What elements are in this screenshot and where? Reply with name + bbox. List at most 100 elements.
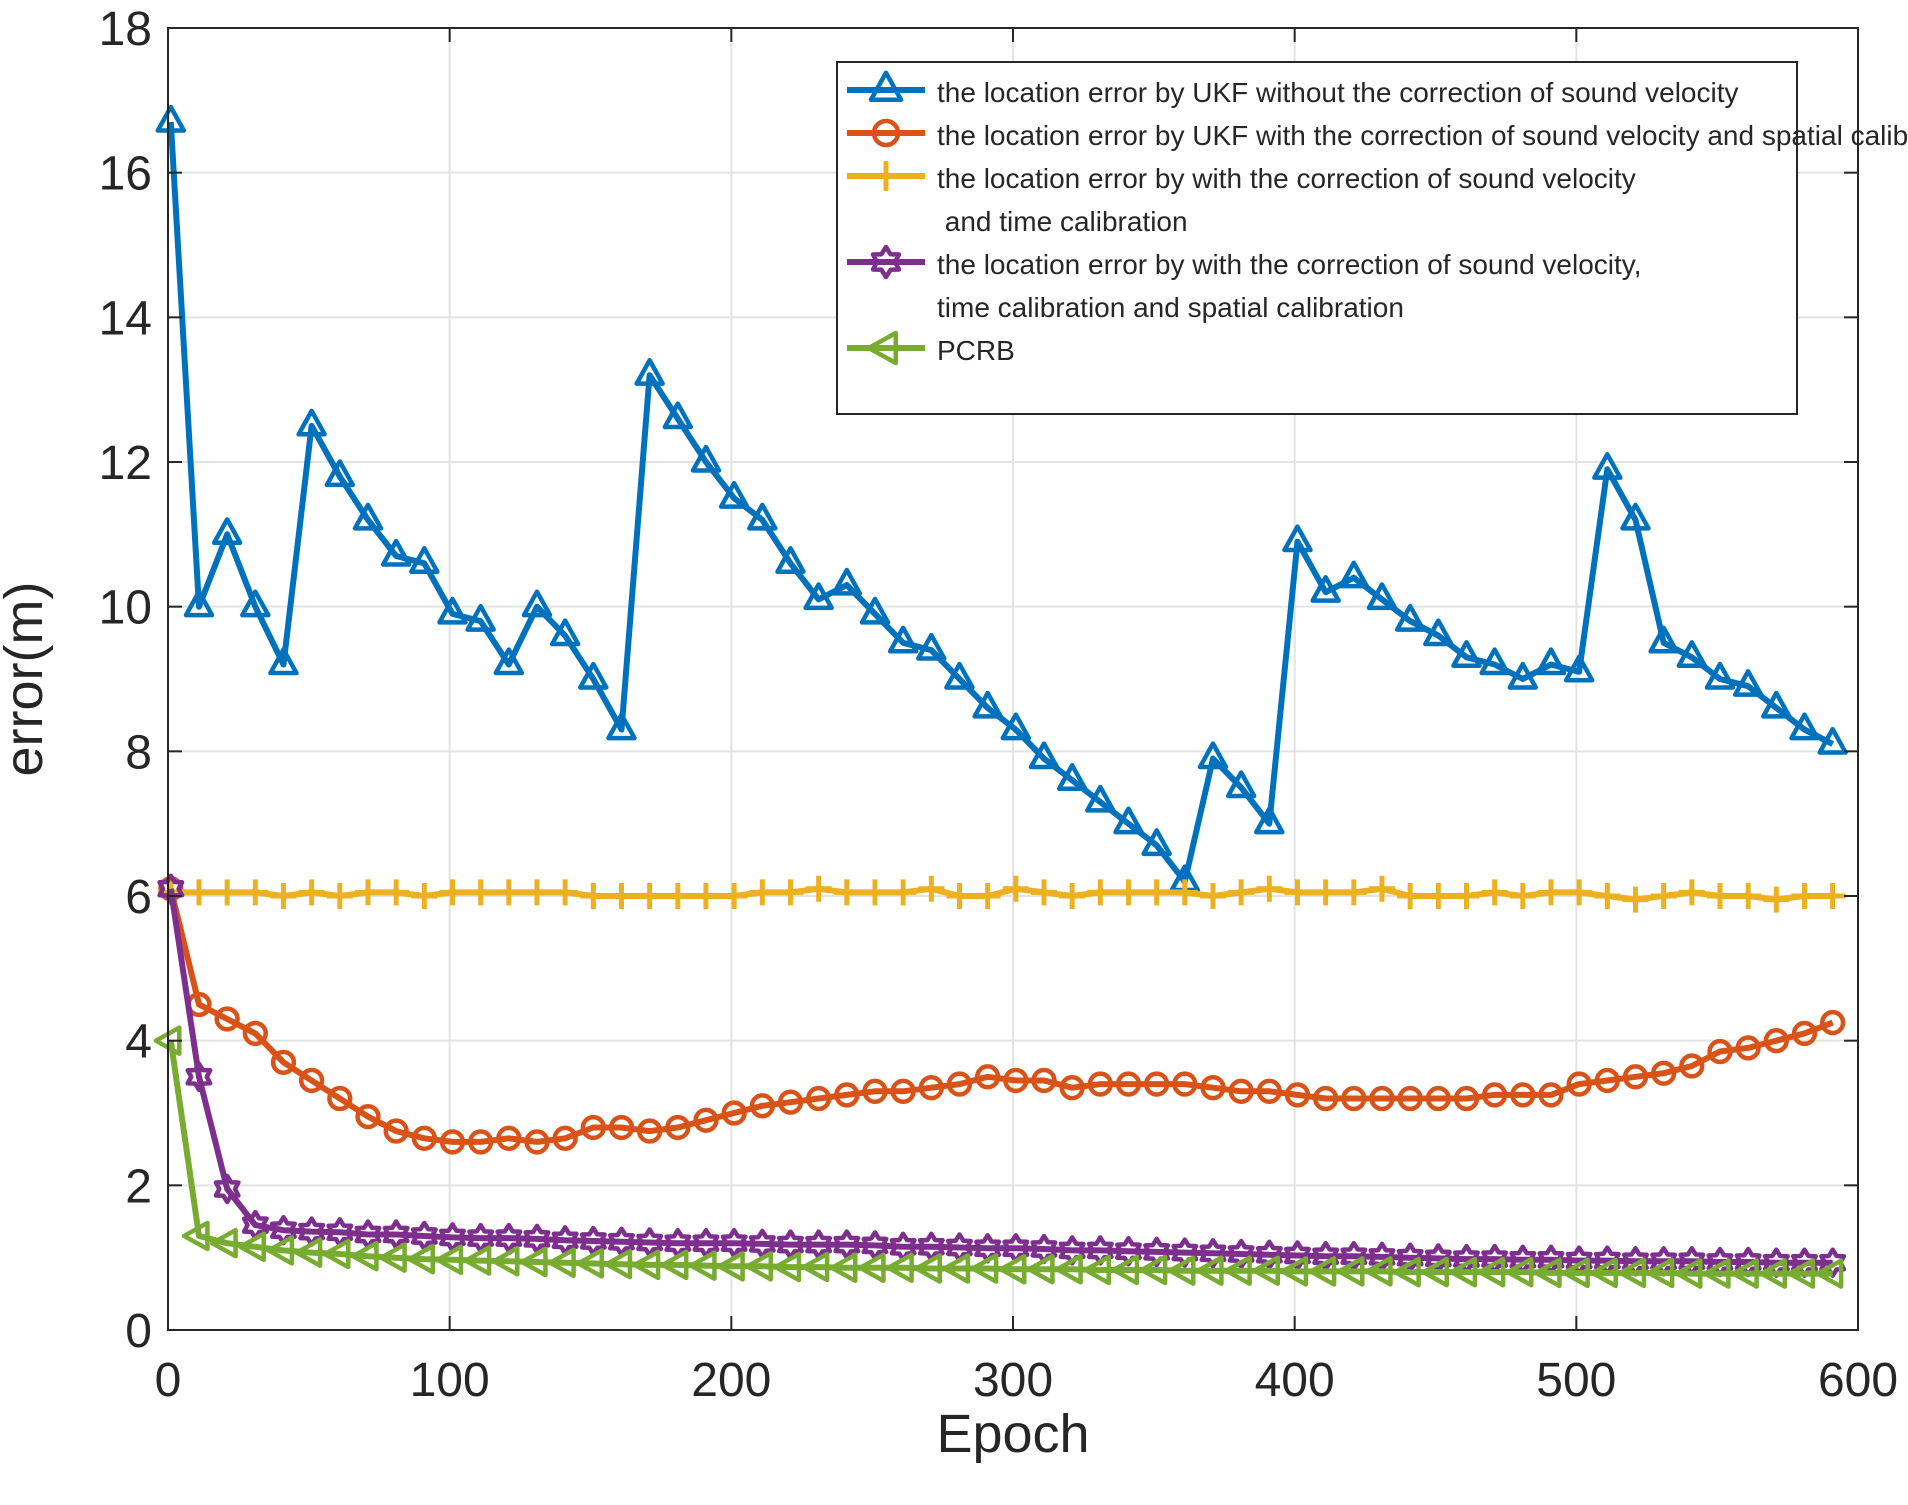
data-point bbox=[1622, 1064, 1649, 1090]
data-point bbox=[1648, 625, 1679, 654]
data-point bbox=[1535, 647, 1567, 676]
data-point bbox=[862, 1078, 888, 1104]
data-point bbox=[298, 879, 325, 906]
data-point bbox=[468, 1129, 494, 1155]
data-point bbox=[690, 444, 722, 473]
data-point bbox=[829, 1252, 858, 1284]
data-point bbox=[1172, 1071, 1198, 1097]
data-point bbox=[918, 1075, 944, 1101]
data-point bbox=[918, 875, 945, 902]
data-point bbox=[1195, 1255, 1224, 1286]
data-point bbox=[435, 1244, 464, 1276]
axis-ticks: 0 100 200 300 400 500 600 0 2 4 6 8 10 12 14 16 18 bbox=[99, 3, 1898, 1407]
data-point bbox=[1085, 784, 1116, 813]
data-point bbox=[1167, 1255, 1196, 1286]
data-point bbox=[1787, 1258, 1816, 1289]
data-point bbox=[238, 1231, 267, 1263]
data-point bbox=[831, 567, 863, 596]
data-point bbox=[547, 1247, 576, 1278]
legend-label: the location error by with the correctio… bbox=[937, 163, 1636, 237]
y-tick-label: 4 bbox=[125, 1016, 152, 1069]
data-point bbox=[1369, 1085, 1395, 1112]
legend-label: the location error by with the correctio… bbox=[937, 249, 1642, 323]
data-point bbox=[636, 883, 663, 909]
data-point bbox=[775, 546, 806, 574]
data-point bbox=[718, 480, 750, 509]
data-point bbox=[211, 517, 243, 546]
data-point bbox=[660, 1249, 689, 1281]
y-tick-label: 12 bbox=[99, 437, 152, 490]
data-point bbox=[378, 1242, 407, 1273]
data-point bbox=[608, 883, 635, 909]
data-point bbox=[1563, 654, 1595, 683]
data-point bbox=[749, 879, 776, 906]
data-point bbox=[1679, 1053, 1705, 1079]
data-point bbox=[296, 408, 327, 437]
data-point bbox=[578, 661, 609, 690]
data-point bbox=[552, 1125, 578, 1151]
data-point bbox=[270, 883, 297, 909]
data-point bbox=[721, 1100, 747, 1126]
data-point bbox=[407, 1243, 436, 1275]
data-point bbox=[519, 1246, 548, 1278]
data-point bbox=[1059, 883, 1086, 909]
data-point bbox=[576, 1248, 605, 1279]
data-point bbox=[805, 875, 832, 902]
data-point bbox=[692, 883, 719, 909]
legend-marker bbox=[871, 161, 901, 191]
data-point bbox=[1505, 1256, 1534, 1288]
data-point bbox=[549, 618, 581, 647]
legend-box bbox=[836, 61, 1798, 415]
data-point bbox=[777, 1089, 804, 1115]
data-point bbox=[326, 883, 353, 909]
data-point bbox=[185, 879, 212, 906]
data-point bbox=[1789, 712, 1820, 741]
data-point bbox=[383, 879, 410, 906]
data-point bbox=[1199, 883, 1226, 909]
data-point bbox=[1115, 879, 1142, 906]
y-tick-label: 14 bbox=[99, 292, 152, 345]
y-tick-label: 16 bbox=[99, 148, 152, 201]
data-point bbox=[155, 104, 187, 133]
legend-label: PCRB bbox=[937, 335, 1015, 366]
series-2 bbox=[158, 876, 1846, 1155]
data-point bbox=[1425, 1085, 1451, 1112]
data-point bbox=[268, 647, 299, 676]
data-point bbox=[1310, 575, 1341, 603]
data-point bbox=[975, 1064, 1001, 1090]
data-point bbox=[439, 1129, 466, 1155]
data-point bbox=[463, 1245, 492, 1276]
data-point bbox=[1115, 1071, 1142, 1097]
y-tick-label: 6 bbox=[125, 871, 152, 924]
data-point bbox=[1820, 1009, 1846, 1036]
data-point bbox=[1590, 1257, 1619, 1289]
data-point bbox=[688, 1250, 717, 1281]
data-point bbox=[1592, 452, 1623, 480]
data-point bbox=[1366, 582, 1398, 611]
data-point bbox=[1791, 1020, 1818, 1047]
data-point bbox=[1392, 1256, 1421, 1288]
data-point bbox=[383, 1118, 409, 1144]
data-point bbox=[606, 712, 637, 741]
data-point bbox=[1083, 1254, 1112, 1286]
data-point bbox=[1308, 1256, 1337, 1287]
data-point bbox=[294, 1237, 323, 1268]
data-point bbox=[1509, 883, 1536, 909]
legend-marker bbox=[868, 70, 904, 102]
data-point bbox=[1171, 879, 1198, 906]
data-point bbox=[552, 879, 579, 906]
data-point bbox=[242, 879, 269, 906]
data-point bbox=[1113, 806, 1144, 835]
data-point bbox=[1620, 502, 1651, 531]
series-3 bbox=[157, 875, 1846, 913]
data-point bbox=[495, 879, 522, 906]
x-tick-label: 0 bbox=[155, 1354, 182, 1407]
data-point bbox=[1451, 640, 1482, 668]
data-point bbox=[634, 358, 665, 386]
data-point bbox=[1479, 647, 1510, 676]
data-point bbox=[1561, 1257, 1590, 1289]
data-point bbox=[183, 589, 215, 618]
x-tick-label: 400 bbox=[1255, 1354, 1335, 1407]
data-point bbox=[1676, 640, 1708, 668]
